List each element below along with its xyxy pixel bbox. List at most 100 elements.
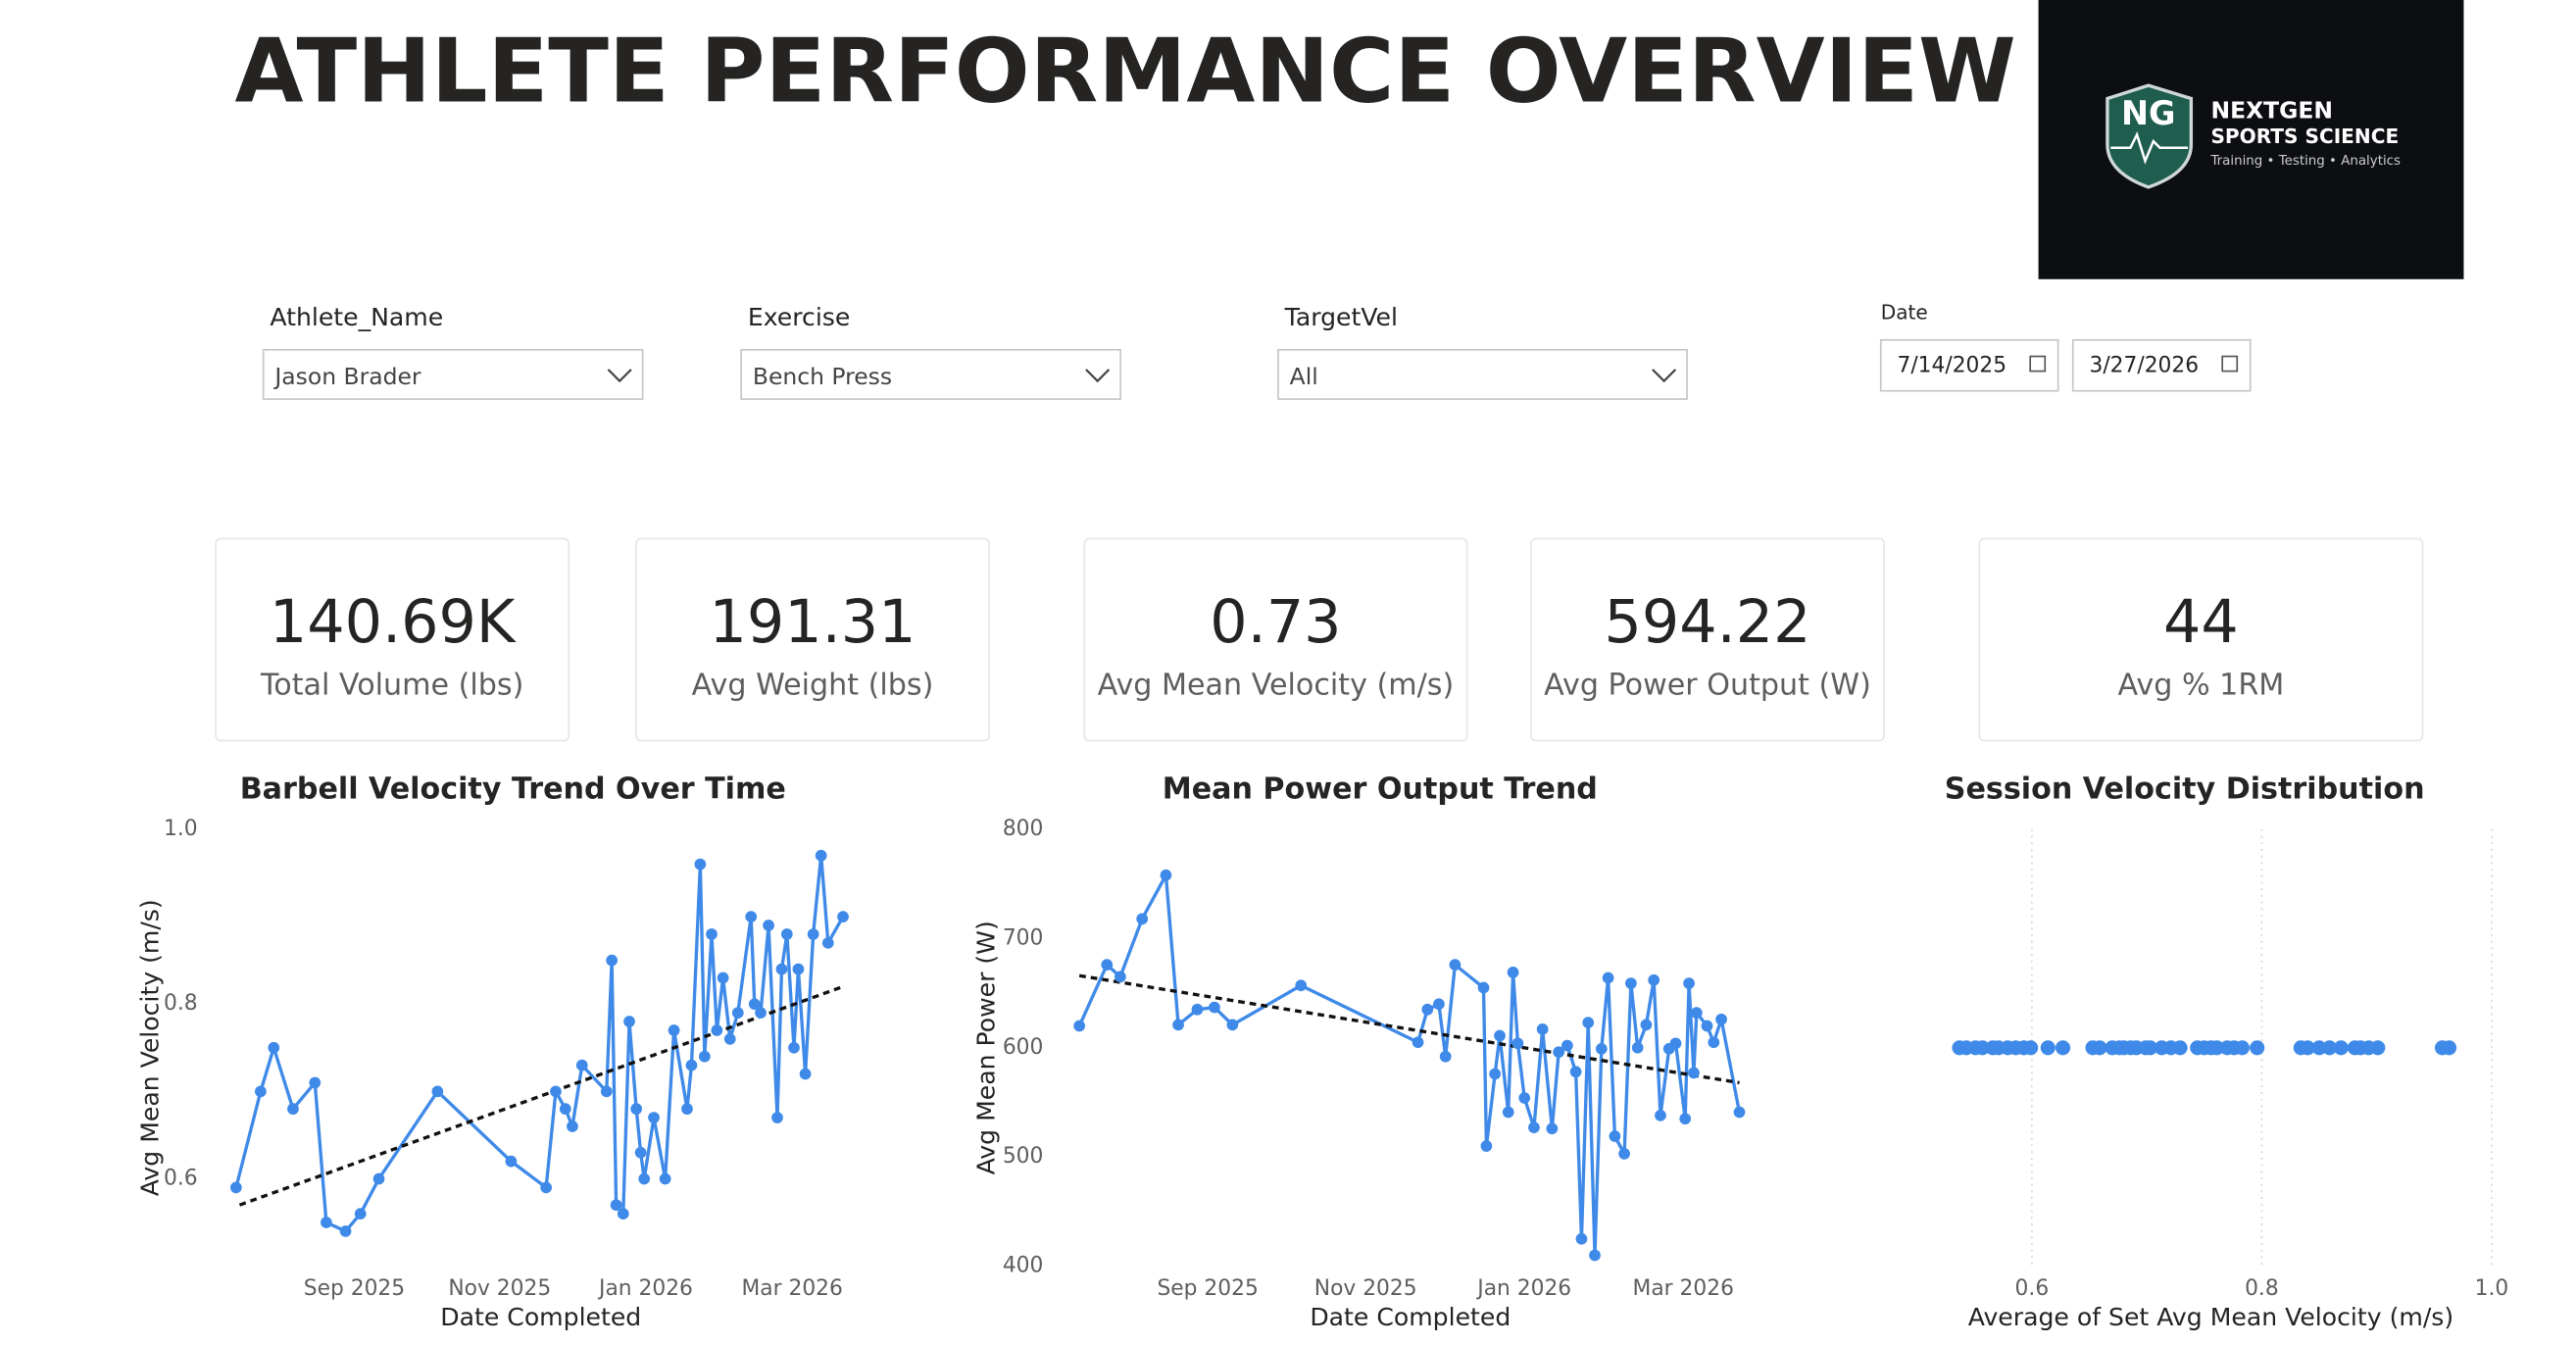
date-label: Date bbox=[1881, 300, 1928, 324]
data-point bbox=[1546, 1122, 1559, 1135]
data-line bbox=[234, 855, 845, 1233]
logo-badge: NG bbox=[2121, 94, 2176, 132]
data-point bbox=[606, 954, 619, 967]
data-point bbox=[1518, 1092, 1531, 1104]
data-point bbox=[1679, 1113, 1692, 1125]
data-point bbox=[1226, 1019, 1239, 1031]
kpi-value: 140.69K bbox=[270, 588, 517, 657]
y-tick-label: 500 bbox=[1003, 1144, 1044, 1169]
data-point bbox=[600, 1085, 613, 1098]
date-value: 7/14/2025 bbox=[1898, 354, 2007, 378]
data-point bbox=[1733, 1106, 1746, 1119]
data-point bbox=[1609, 1130, 1621, 1142]
kpi-value: 44 bbox=[2163, 588, 2239, 657]
data-point bbox=[1701, 1020, 1713, 1032]
data-point bbox=[1115, 971, 1126, 983]
data-point bbox=[1569, 1066, 1582, 1078]
data-point bbox=[1655, 1109, 1666, 1121]
x-tick-label: Nov 2025 bbox=[448, 1276, 551, 1301]
calendar-icon bbox=[2029, 355, 2047, 373]
data-point bbox=[815, 849, 827, 862]
x-axis-label: Date Completed bbox=[440, 1303, 641, 1331]
data-point bbox=[1715, 1013, 1727, 1025]
chart-title: Mean Power Output Trend bbox=[1163, 772, 1598, 806]
data-point bbox=[1511, 1037, 1524, 1050]
data-point bbox=[2311, 1040, 2327, 1056]
filter-dropdown[interactable]: Bench Press bbox=[740, 348, 1121, 400]
data-point bbox=[2234, 1040, 2251, 1056]
logo-subtitle: SPORTS SCIENCE bbox=[2210, 125, 2399, 148]
data-point bbox=[2250, 1040, 2265, 1056]
kpi-label: Avg % 1RM bbox=[2118, 669, 2285, 703]
data-point bbox=[1669, 1037, 1682, 1050]
x-tick-label: Nov 2025 bbox=[1314, 1276, 1417, 1301]
filter-label: Exercise bbox=[748, 303, 850, 331]
chart-title: Session Velocity Distribution bbox=[1945, 772, 2425, 806]
data-point bbox=[1631, 1041, 1644, 1054]
data-point bbox=[2040, 1040, 2056, 1056]
data-point bbox=[792, 963, 805, 975]
x-axis-label: Average of Set Avg Mean Velocity (m/s) bbox=[1968, 1303, 2453, 1331]
data-point bbox=[706, 928, 718, 940]
data-point bbox=[1618, 1147, 1630, 1160]
kpi-card bbox=[215, 537, 570, 742]
data-point bbox=[668, 1024, 680, 1036]
data-point bbox=[685, 1059, 698, 1071]
data-point bbox=[694, 858, 707, 871]
y-tick-label: 0.8 bbox=[164, 991, 198, 1016]
trend-line bbox=[238, 984, 844, 1207]
data-point bbox=[2442, 1040, 2457, 1056]
data-point bbox=[339, 1225, 352, 1237]
filter-dropdown[interactable]: All bbox=[1277, 348, 1688, 400]
data-point bbox=[610, 1199, 622, 1212]
data-point bbox=[2023, 1040, 2039, 1056]
data-point bbox=[723, 1033, 736, 1045]
data-point bbox=[1582, 1017, 1595, 1029]
kpi-label: Avg Power Output (W) bbox=[1544, 669, 1871, 703]
x-tick-label: Sep 2025 bbox=[304, 1276, 405, 1301]
data-point bbox=[634, 1146, 647, 1159]
dropdown-box bbox=[740, 348, 1121, 400]
data-point bbox=[255, 1085, 267, 1098]
date-input[interactable]: 3/27/2026 bbox=[2071, 338, 2252, 392]
data-point bbox=[1575, 1232, 1588, 1245]
data-point bbox=[623, 1016, 635, 1027]
dropdown-value: Bench Press bbox=[753, 363, 892, 390]
filter-label: TargetVel bbox=[1284, 303, 1398, 331]
data-point bbox=[2092, 1040, 2107, 1056]
dropdown-box bbox=[262, 348, 644, 400]
filter-dropdown[interactable]: Jason Brader bbox=[262, 348, 644, 400]
data-point bbox=[745, 911, 758, 922]
filter-label: Athlete_Name bbox=[270, 303, 443, 331]
date-box bbox=[2071, 338, 2252, 392]
kpi-label: Avg Mean Velocity (m/s) bbox=[1098, 669, 1455, 703]
dropdown-chevron bbox=[607, 369, 632, 383]
data-point bbox=[2322, 1040, 2338, 1056]
data-point bbox=[2172, 1040, 2188, 1056]
y-tick-label: 1.0 bbox=[164, 817, 198, 841]
data-point bbox=[1433, 998, 1445, 1011]
data-point bbox=[681, 1103, 693, 1116]
data-point bbox=[1449, 959, 1461, 971]
data-point bbox=[748, 998, 761, 1011]
kpi-card bbox=[1530, 537, 1885, 742]
date-input[interactable]: 7/14/2025 bbox=[1879, 338, 2059, 392]
data-point bbox=[309, 1076, 322, 1089]
data-point bbox=[775, 963, 788, 975]
x-tick-label: Mar 2026 bbox=[1633, 1276, 1734, 1301]
dropdown-value: All bbox=[1290, 363, 1318, 390]
data-point bbox=[575, 1059, 588, 1071]
data-point bbox=[1528, 1121, 1540, 1133]
y-tick-label: 700 bbox=[1003, 925, 1044, 950]
data-point bbox=[354, 1208, 367, 1220]
data-point bbox=[630, 1103, 643, 1116]
y-axis-label: Avg Mean Power (W) bbox=[971, 921, 1000, 1174]
data-point bbox=[2055, 1040, 2071, 1056]
data-point bbox=[711, 1024, 723, 1036]
date-value: 3/27/2026 bbox=[2090, 354, 2200, 378]
data-point bbox=[771, 1112, 783, 1123]
data-point bbox=[1489, 1068, 1502, 1080]
x-tick-label: Mar 2026 bbox=[742, 1276, 843, 1301]
data-point bbox=[717, 971, 729, 984]
